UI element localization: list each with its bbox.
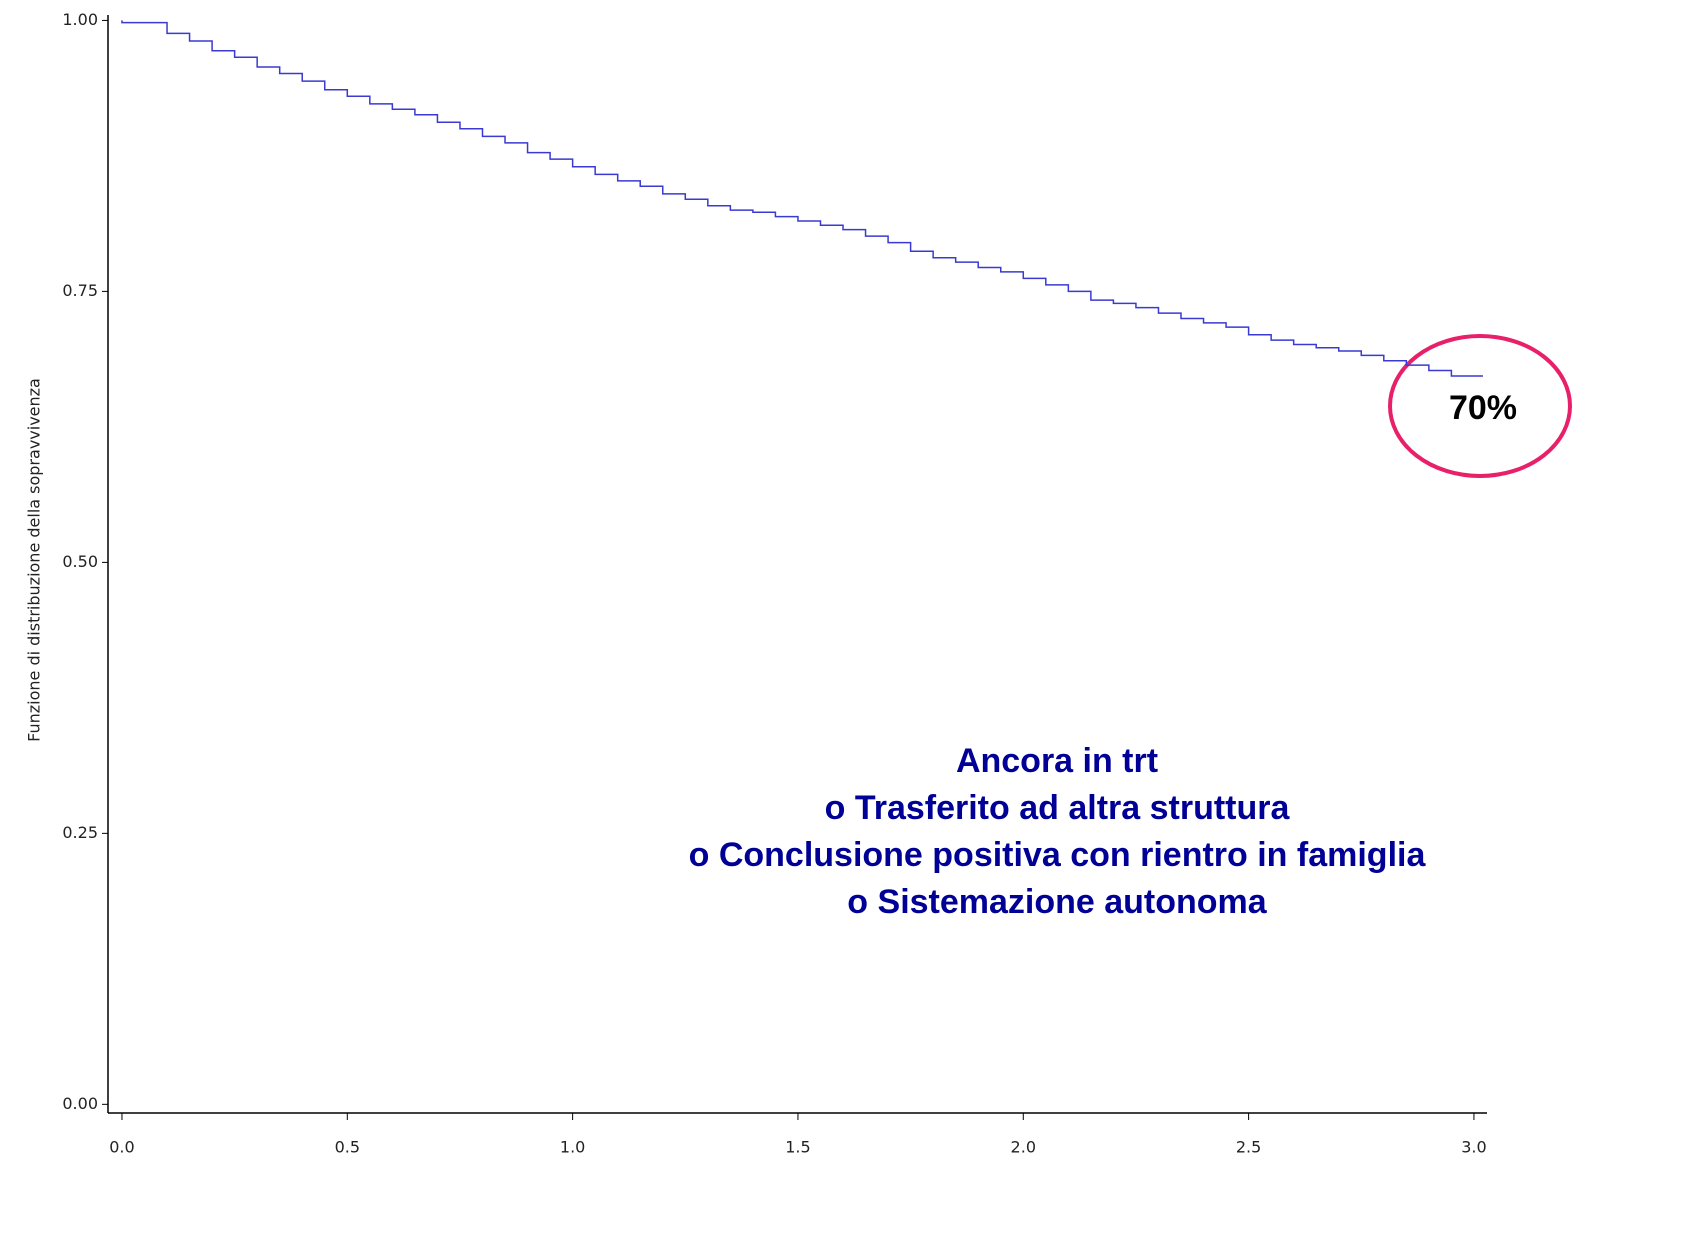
callout-label: 70% — [1449, 389, 1517, 427]
x-tick-label: 2.0 — [1011, 1138, 1036, 1157]
x-tick-label: 0.5 — [335, 1138, 360, 1157]
survival-curve — [121, 20, 1483, 377]
y-tick-label: 0.50 — [62, 552, 98, 571]
x-tick-label: 1.0 — [560, 1138, 585, 1157]
x-tick-label: 2.5 — [1236, 1138, 1261, 1157]
x-tick-label: 1.5 — [785, 1138, 810, 1157]
note-line: o Conclusione positiva con rientro in fa… — [689, 836, 1427, 874]
y-tick-label: 0.75 — [62, 281, 98, 300]
y-tick-label: 0.25 — [62, 823, 98, 842]
y-tick-label: 0.00 — [62, 1094, 98, 1113]
x-tick-label: 0.0 — [109, 1138, 134, 1157]
y-axis-label: Funzione di distribuzione della sopravvi… — [25, 378, 44, 742]
note-line: Ancora in trt — [956, 742, 1158, 780]
y-tick-label: 1.00 — [62, 10, 98, 29]
note-line: o Trasferito ad altra struttura — [825, 789, 1291, 827]
x-tick-label: 3.0 — [1461, 1138, 1486, 1157]
highlight-circle — [1388, 334, 1572, 478]
note-line: o Sistemazione autonoma — [847, 883, 1267, 921]
